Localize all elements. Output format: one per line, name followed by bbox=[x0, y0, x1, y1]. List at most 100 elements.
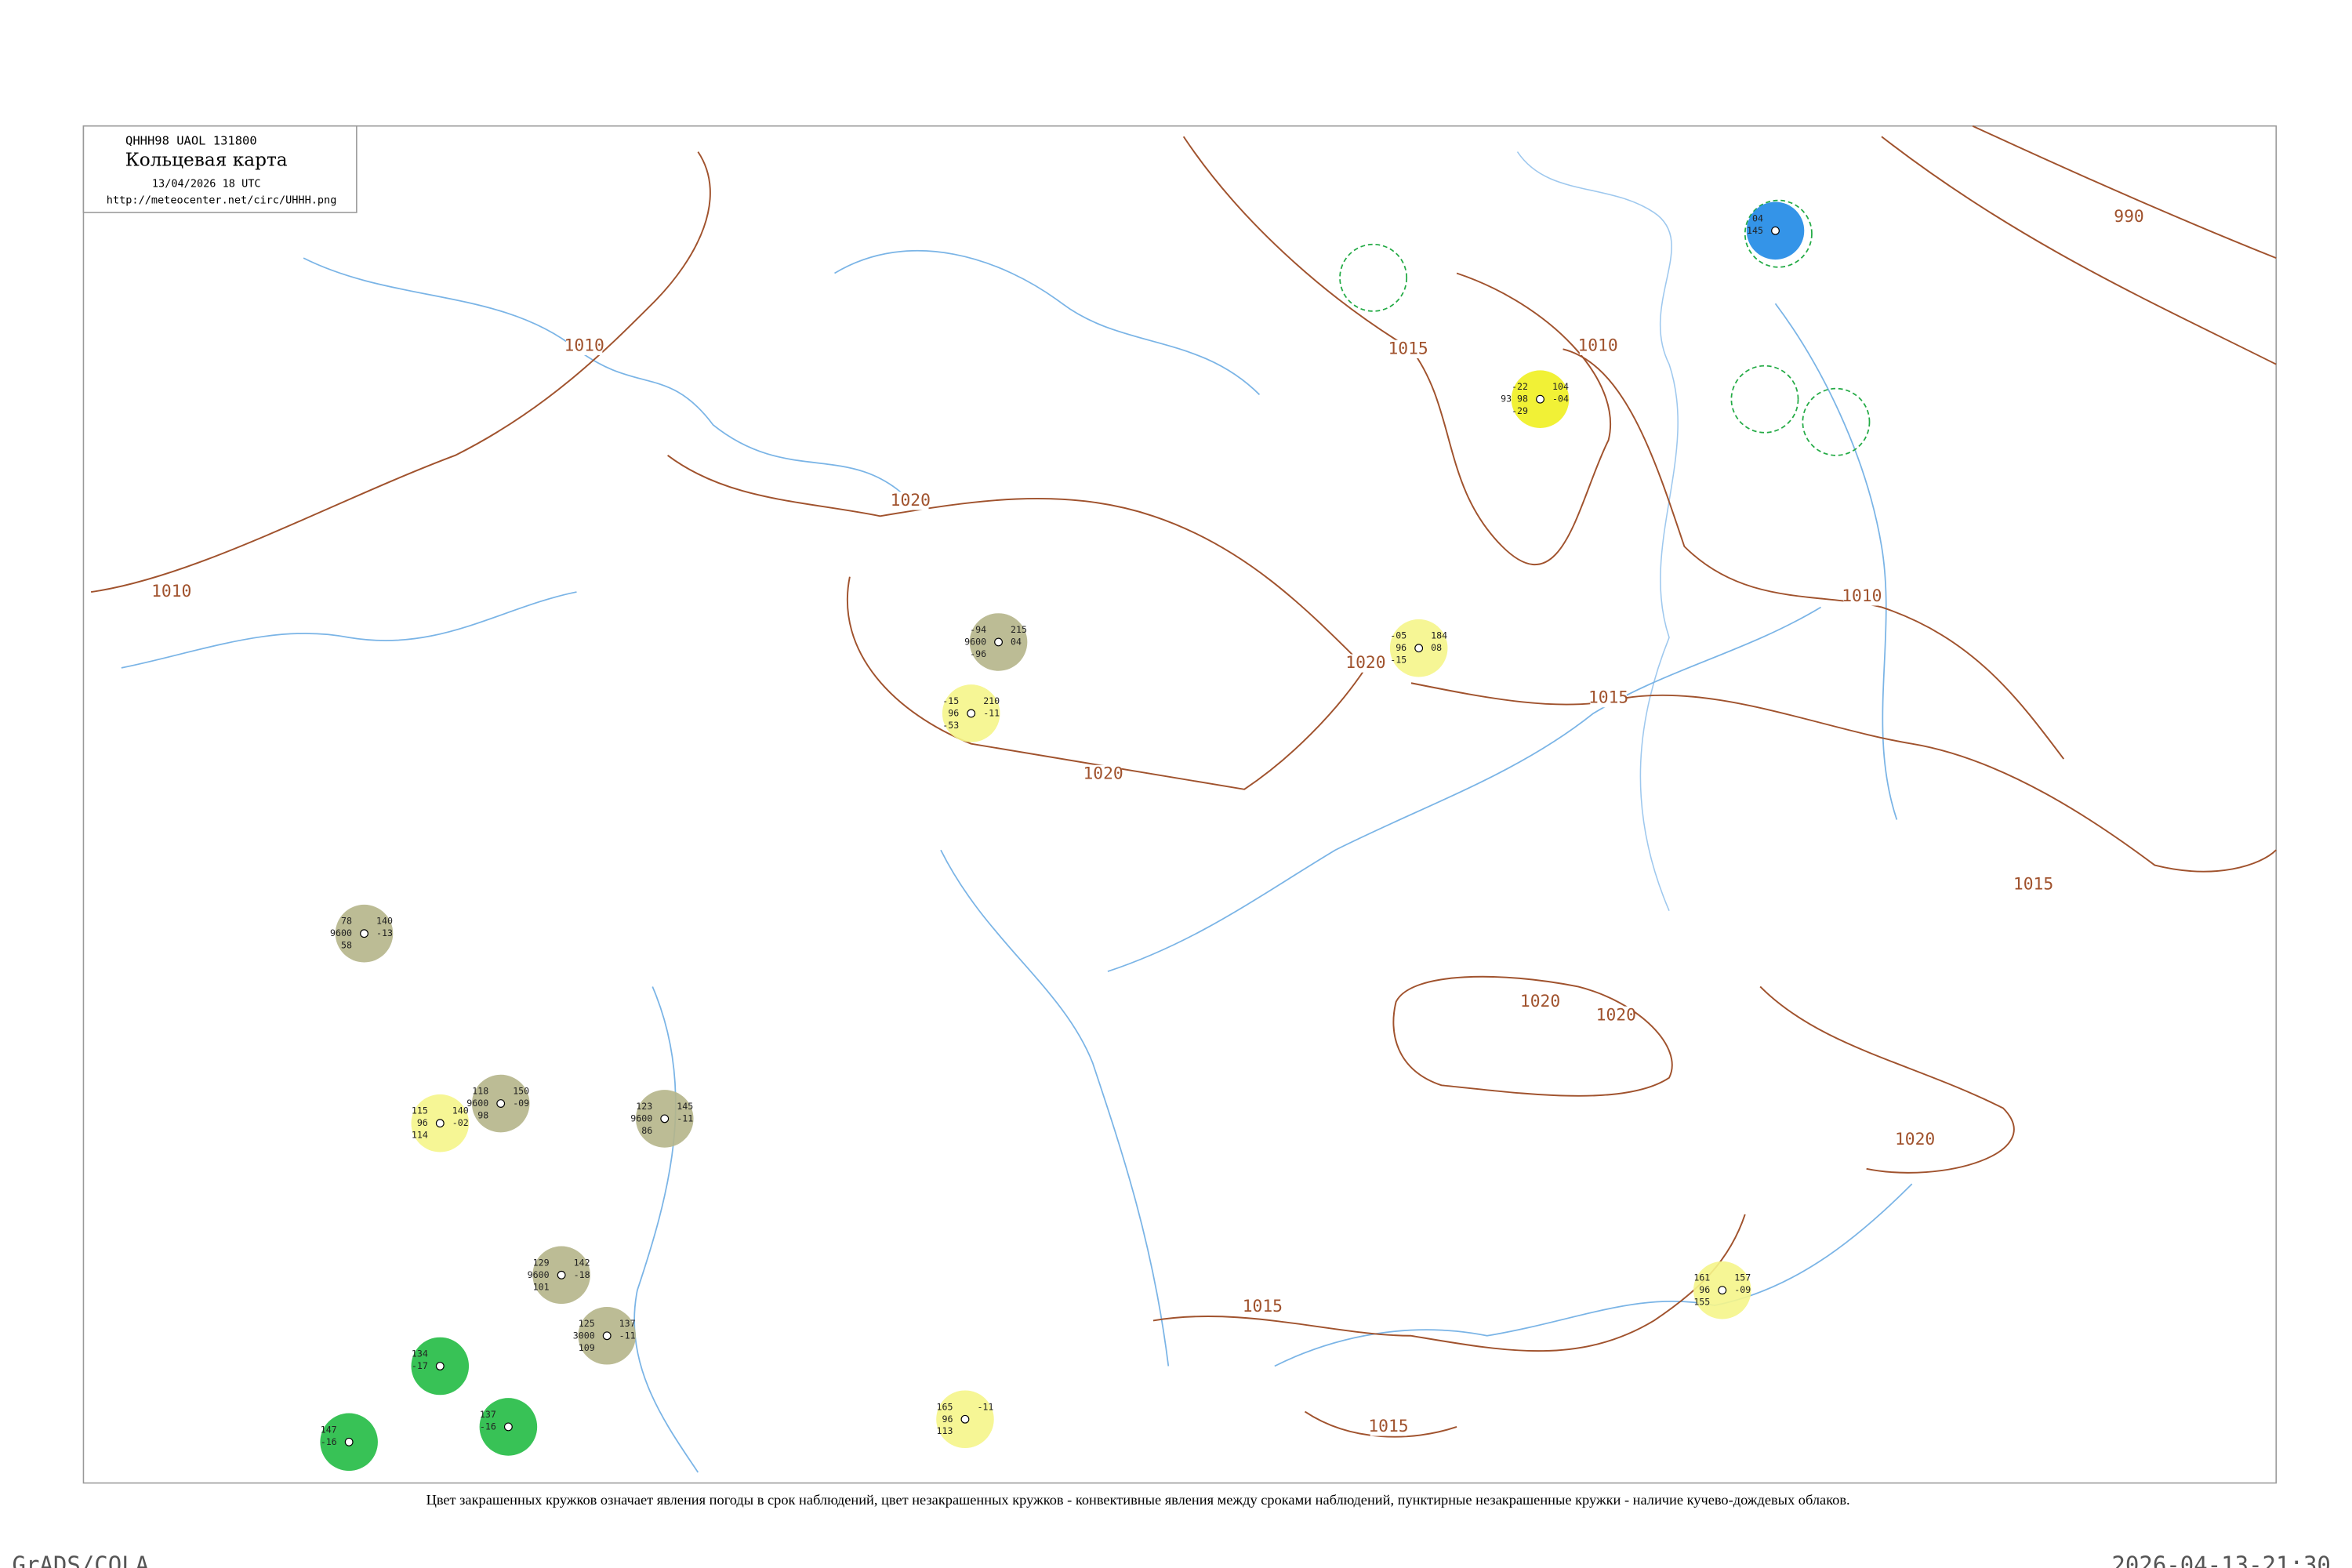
station-value: -53 bbox=[942, 720, 959, 731]
station-value: 86 bbox=[641, 1125, 652, 1136]
station-value: 161 bbox=[1693, 1272, 1710, 1283]
station-value: 109 bbox=[579, 1342, 595, 1353]
station-value: 9600 bbox=[466, 1098, 488, 1109]
header-url: http://meteocenter.net/circ/UHHH.png bbox=[107, 194, 337, 207]
station-value: 9600 bbox=[630, 1112, 652, 1123]
station-dot bbox=[360, 929, 368, 938]
station-value: -11 bbox=[977, 1401, 993, 1412]
station-dot bbox=[503, 1422, 513, 1432]
isobar-label: 1015 bbox=[1243, 1297, 1283, 1316]
station-value: 58 bbox=[341, 940, 352, 951]
station-value: 98 bbox=[477, 1110, 488, 1121]
station-value: -15 bbox=[1390, 655, 1406, 666]
station-value: -17 bbox=[412, 1360, 428, 1371]
isobar bbox=[1410, 682, 2277, 873]
station-value: 96 bbox=[948, 707, 959, 718]
station-dot bbox=[344, 1437, 354, 1446]
cb-circle bbox=[1730, 365, 1799, 434]
station-value: 96 bbox=[417, 1117, 428, 1128]
river bbox=[1107, 606, 1822, 972]
station-value: 165 bbox=[937, 1401, 953, 1412]
station-value: 114 bbox=[412, 1130, 428, 1141]
station-value: 113 bbox=[937, 1425, 953, 1436]
isobar-labels: 990 1010 1015 1010 1020 1010 1020 1015 1020 1010 1… bbox=[151, 207, 2147, 1436]
isobar bbox=[1304, 1410, 1457, 1438]
isobar-label-bg bbox=[1084, 764, 1122, 784]
station-value: 78 bbox=[341, 916, 352, 927]
isobar-label-bg bbox=[1522, 993, 1559, 1011]
station-value: 93 98 bbox=[1501, 394, 1528, 405]
map-frame bbox=[82, 125, 2277, 1484]
isobar bbox=[90, 151, 711, 593]
station-value: -94 bbox=[970, 624, 986, 635]
station-value: 150 bbox=[513, 1086, 529, 1097]
header-code: QHHH98 UAOL 131800 bbox=[125, 134, 257, 148]
station-value: 96 bbox=[1699, 1284, 1710, 1295]
isobar-label: 1015 bbox=[1588, 688, 1628, 708]
station-dot bbox=[994, 637, 1003, 647]
station-value: 145 bbox=[1747, 225, 1763, 236]
station-value: -09 bbox=[1734, 1284, 1751, 1295]
river bbox=[633, 986, 699, 1473]
isobar-label-bg bbox=[1843, 587, 1881, 606]
river bbox=[834, 249, 1261, 396]
isobar-label: 990 bbox=[2114, 207, 2143, 227]
station-value: 04 bbox=[1011, 636, 1022, 647]
station-value: 9600 bbox=[330, 927, 352, 938]
isobar-label: 1020 bbox=[1083, 764, 1123, 783]
isobar-label-bg bbox=[1244, 1298, 1281, 1316]
station-value: 145 bbox=[677, 1101, 693, 1112]
station-value: 140 bbox=[376, 916, 393, 927]
station-dot bbox=[435, 1362, 445, 1370]
station-dot bbox=[1414, 644, 1424, 653]
isobar bbox=[1881, 136, 2277, 365]
isobar-label: 1010 bbox=[564, 336, 604, 355]
isobar-label-bg bbox=[2111, 208, 2147, 227]
isobar bbox=[1392, 975, 1673, 1097]
isobar-label-bg bbox=[1598, 1006, 1635, 1025]
isobar-label-bg bbox=[1347, 654, 1385, 673]
isobar bbox=[1182, 136, 1611, 566]
station-value: -16 bbox=[321, 1436, 337, 1447]
station-value: 96 bbox=[1396, 642, 1406, 653]
river bbox=[1774, 303, 1898, 820]
station-value: -04 bbox=[1552, 394, 1569, 405]
station-value: 08 bbox=[1431, 642, 1442, 653]
station-value: -96 bbox=[970, 648, 986, 659]
isobar-label: 1020 bbox=[1520, 992, 1560, 1011]
station-value: -29 bbox=[1512, 405, 1528, 416]
isobar bbox=[1972, 125, 2277, 260]
station-value: 157 bbox=[1734, 1272, 1751, 1283]
station-dot bbox=[435, 1119, 445, 1128]
station-value: -09 bbox=[513, 1098, 529, 1109]
rivers bbox=[121, 151, 1913, 1473]
station-dot bbox=[496, 1099, 506, 1108]
station-dot bbox=[1536, 394, 1544, 404]
isobar-label: 1010 bbox=[1842, 586, 1882, 606]
station-value: -15 bbox=[942, 695, 959, 706]
isobar-label-bg bbox=[2015, 876, 2052, 895]
station-value: -16 bbox=[480, 1421, 496, 1432]
station-value: 137 bbox=[480, 1409, 496, 1420]
isobar-label: 1010 bbox=[1577, 336, 1617, 355]
isobar bbox=[1759, 985, 2015, 1174]
station-value: 04 bbox=[1752, 212, 1763, 223]
station-value: 3000 bbox=[573, 1330, 595, 1341]
station-value: 129 bbox=[533, 1257, 550, 1268]
station-value: 125 bbox=[579, 1318, 595, 1329]
isobar-label-bg bbox=[1389, 339, 1427, 358]
station-value: -13 bbox=[376, 927, 393, 938]
station-value: 142 bbox=[574, 1257, 590, 1268]
station-value: -11 bbox=[983, 707, 1000, 718]
isobar-label: 1010 bbox=[151, 582, 191, 601]
cb-circle bbox=[1744, 199, 1813, 268]
station-value: -11 bbox=[619, 1330, 636, 1341]
station-value: -18 bbox=[574, 1269, 590, 1280]
station-dot bbox=[660, 1114, 670, 1123]
station-value: -22 bbox=[1512, 381, 1528, 392]
station-value: 9600 bbox=[528, 1269, 550, 1280]
isobar-label: 1020 bbox=[891, 491, 931, 510]
isobar-label: 1015 bbox=[2013, 875, 2053, 895]
